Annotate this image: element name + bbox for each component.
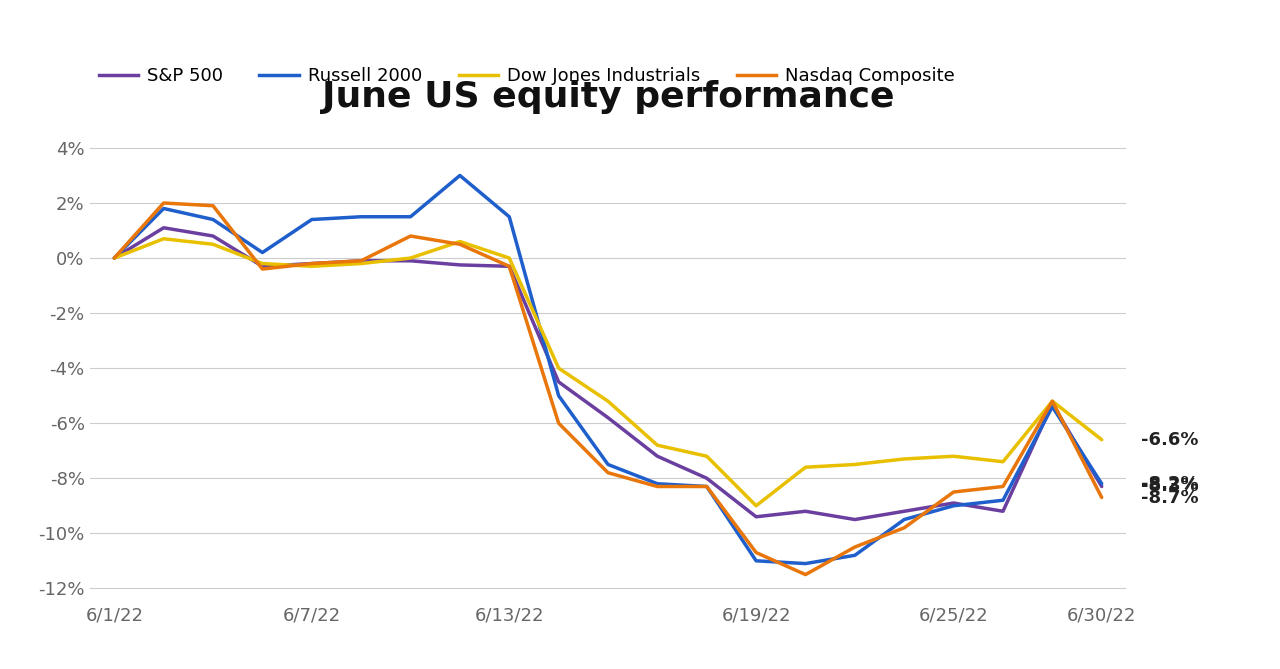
Nasdaq Composite [1044,397,1060,405]
S&P 500 [600,413,616,421]
Dow Jones Industrials [550,364,566,372]
Dow Jones Industrials [749,502,764,510]
Nasdaq Composite [1094,494,1110,502]
Russell 2000 [996,496,1011,504]
Dow Jones Industrials [452,237,467,246]
Russell 2000 [1044,403,1060,411]
Russell 2000 [403,213,419,221]
Dow Jones Industrials [946,452,961,460]
S&P 500 [797,507,813,515]
Dow Jones Industrials [205,240,220,248]
Nasdaq Composite [650,482,666,490]
Russell 2000 [946,502,961,510]
Nasdaq Composite [550,419,566,427]
Dow Jones Industrials [600,397,616,405]
Dow Jones Industrials [353,260,369,268]
Nasdaq Composite [156,199,172,207]
Russell 2000 [650,480,666,488]
Russell 2000 [749,557,764,565]
S&P 500 [106,254,122,262]
Line: Russell 2000: Russell 2000 [114,175,1102,563]
S&P 500 [699,474,714,482]
Nasdaq Composite [699,482,714,490]
Nasdaq Composite [305,260,320,268]
Dow Jones Industrials [502,254,517,262]
Nasdaq Composite [600,469,616,477]
Russell 2000 [896,516,911,524]
Text: -8.7%: -8.7% [1142,488,1199,506]
Russell 2000 [600,460,616,468]
Text: -8.2%: -8.2% [1142,475,1199,493]
S&P 500 [996,507,1011,515]
Russell 2000 [353,213,369,221]
Title: June US equity performance: June US equity performance [321,80,895,114]
Russell 2000 [550,391,566,399]
S&P 500 [749,512,764,520]
S&P 500 [1044,400,1060,408]
Nasdaq Composite [205,202,220,210]
S&P 500 [205,232,220,240]
Nasdaq Composite [797,571,813,579]
Russell 2000 [502,213,517,221]
Dow Jones Industrials [1094,436,1110,444]
Legend: S&P 500, Russell 2000, Dow Jones Industrials, Nasdaq Composite: S&P 500, Russell 2000, Dow Jones Industr… [99,67,955,85]
Dow Jones Industrials [255,260,270,268]
Dow Jones Industrials [650,441,666,449]
S&P 500 [847,516,863,524]
Russell 2000 [305,215,320,223]
S&P 500 [650,452,666,460]
Nasdaq Composite [452,240,467,248]
Dow Jones Industrials [797,463,813,471]
Nasdaq Composite [255,265,270,273]
S&P 500 [502,262,517,270]
Nasdaq Composite [996,482,1011,490]
Nasdaq Composite [946,488,961,496]
Dow Jones Industrials [106,254,122,262]
Russell 2000 [1094,480,1110,488]
Nasdaq Composite [502,262,517,270]
S&P 500 [550,378,566,386]
Line: Dow Jones Industrials: Dow Jones Industrials [114,239,1102,506]
Dow Jones Industrials [403,254,419,262]
Dow Jones Industrials [896,455,911,463]
S&P 500 [946,499,961,507]
S&P 500 [1094,482,1110,490]
Russell 2000 [156,205,172,213]
Dow Jones Industrials [699,452,714,460]
Nasdaq Composite [847,543,863,551]
S&P 500 [353,257,369,265]
S&P 500 [452,261,467,269]
Russell 2000 [255,248,270,256]
Dow Jones Industrials [1044,397,1060,405]
Russell 2000 [699,482,714,490]
Russell 2000 [106,254,122,262]
S&P 500 [255,262,270,270]
Text: -6.6%: -6.6% [1142,431,1198,449]
Russell 2000 [452,171,467,179]
Russell 2000 [797,559,813,567]
S&P 500 [156,223,172,231]
Nasdaq Composite [106,254,122,262]
Text: -8.3%: -8.3% [1142,478,1199,496]
Dow Jones Industrials [156,235,172,243]
S&P 500 [403,257,419,265]
Russell 2000 [205,215,220,223]
Line: S&P 500: S&P 500 [114,227,1102,520]
Dow Jones Industrials [847,460,863,468]
Nasdaq Composite [403,232,419,240]
Line: Nasdaq Composite: Nasdaq Composite [114,203,1102,575]
Dow Jones Industrials [996,458,1011,466]
S&P 500 [896,507,911,515]
Nasdaq Composite [896,524,911,532]
Nasdaq Composite [749,549,764,557]
Nasdaq Composite [353,257,369,265]
Russell 2000 [847,551,863,559]
S&P 500 [305,260,320,268]
Dow Jones Industrials [305,262,320,270]
